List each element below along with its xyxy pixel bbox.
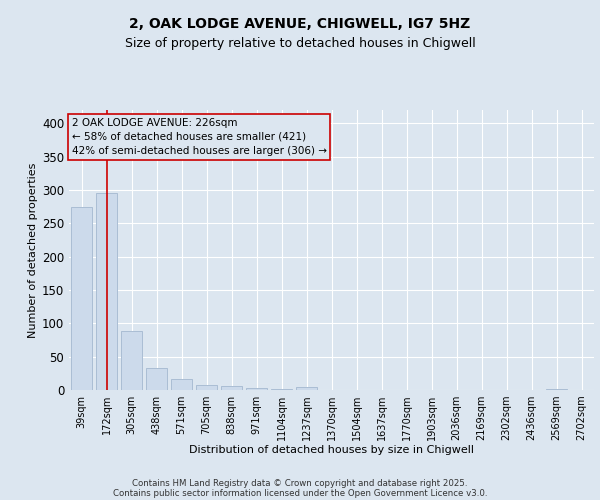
- Bar: [271, 388, 292, 390]
- Text: Contains public sector information licensed under the Open Government Licence v3: Contains public sector information licen…: [113, 488, 487, 498]
- Text: 2, OAK LODGE AVENUE, CHIGWELL, IG7 5HZ: 2, OAK LODGE AVENUE, CHIGWELL, IG7 5HZ: [130, 18, 470, 32]
- Bar: [246, 388, 267, 390]
- Bar: [96, 194, 117, 390]
- Bar: [71, 206, 92, 390]
- Bar: [171, 380, 192, 390]
- Text: Contains HM Land Registry data © Crown copyright and database right 2025.: Contains HM Land Registry data © Crown c…: [132, 478, 468, 488]
- X-axis label: Distribution of detached houses by size in Chigwell: Distribution of detached houses by size …: [189, 444, 474, 454]
- Bar: [146, 368, 167, 390]
- Text: 2 OAK LODGE AVENUE: 226sqm
← 58% of detached houses are smaller (421)
42% of sem: 2 OAK LODGE AVENUE: 226sqm ← 58% of deta…: [71, 118, 326, 156]
- Bar: [196, 384, 217, 390]
- Bar: [121, 330, 142, 390]
- Text: Size of property relative to detached houses in Chigwell: Size of property relative to detached ho…: [125, 38, 475, 51]
- Bar: [546, 388, 567, 390]
- Y-axis label: Number of detached properties: Number of detached properties: [28, 162, 38, 338]
- Bar: [296, 386, 317, 390]
- Bar: [221, 386, 242, 390]
